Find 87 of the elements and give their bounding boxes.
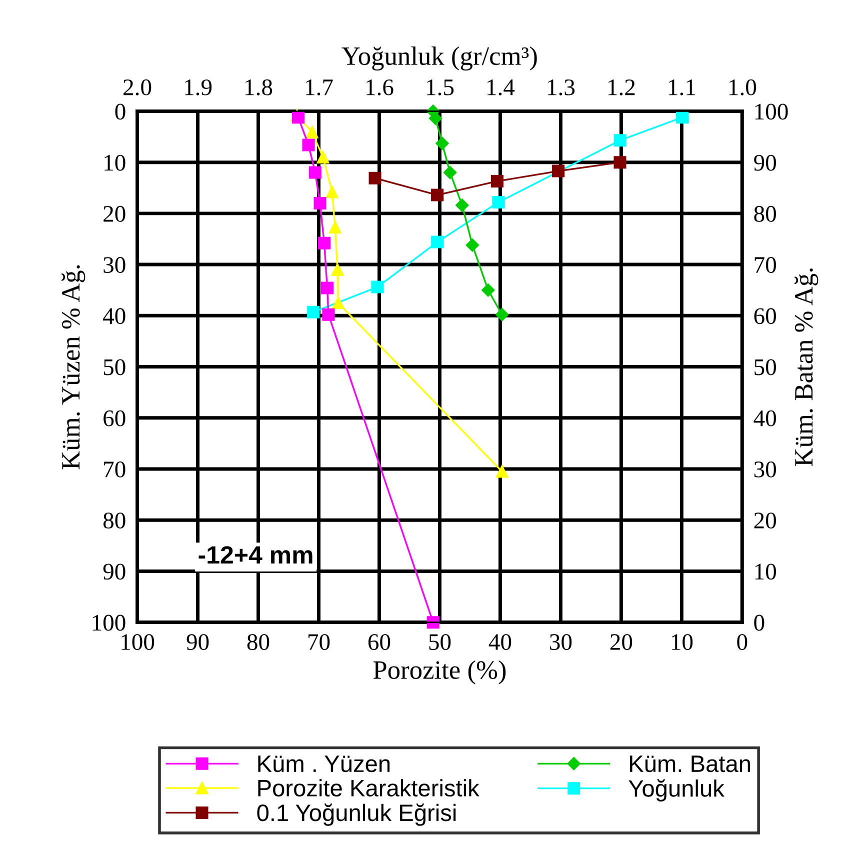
point [314,196,326,210]
x2-tick-label: 1.4 [488,79,515,96]
point [482,284,495,297]
point [490,174,504,188]
annotation: -12+4 mm [198,546,312,564]
point [332,296,344,310]
point [428,112,442,125]
point [318,236,330,250]
legend-label: 0.1 Yoğunluk Eğrisi [257,804,456,826]
x-tick-label: 70 [308,634,330,650]
point [492,196,505,208]
point [443,166,457,180]
y2-tick-label: 30 [754,461,776,478]
point [331,263,344,276]
x2-tick-label: 1.0 [729,79,756,96]
point [552,164,565,178]
point [436,136,449,150]
point [322,308,335,321]
point [320,282,334,294]
y2-tick-label: 90 [754,154,776,171]
point [292,111,304,124]
x-tick-label: 60 [368,634,390,650]
legend-label: Küm . Yüzen [258,756,390,772]
y2-tick-label: 100 [755,104,788,120]
y-tick-label: 20 [104,206,126,222]
point [614,134,626,147]
x2-tick-label: 1.9 [185,79,212,96]
x2-tick-label: 1.8 [246,79,272,96]
x-tick-label: 10 [672,634,693,650]
point [368,172,382,184]
point [307,306,320,318]
y2-axis-title: Küm. Batan % Ağ. [794,268,818,466]
point [495,308,509,322]
point [431,236,444,248]
x-tick-label: 100 [122,634,154,650]
y2-tick-label: 60 [754,308,776,324]
x-tick-label: 90 [186,634,209,650]
legend-label: Küm. Batan [630,756,750,772]
legend-label: Porozite Karakteristik [258,779,480,797]
point [676,111,689,124]
x2-tick-label: 1.7 [306,79,333,96]
point [308,166,322,179]
point [614,156,626,169]
y2-tick-label: 40 [754,410,776,426]
y2-tick-label: 50 [754,359,776,376]
point [302,138,315,152]
point [328,220,342,234]
y-tick-label: 100 [92,614,126,631]
point [371,280,384,294]
x2-axis-title: Yoğunluk (gr/cm³) [342,46,537,70]
point [306,126,318,138]
y-tick-label: 90 [103,564,126,580]
y2-tick-label: 10 [755,564,776,580]
y-tick-label: 50 [104,359,126,376]
y-tick-label: 0 [115,104,126,120]
x2-tick-label: 1.1 [669,79,696,96]
y-tick-label: 70 [104,461,126,478]
point [466,238,479,252]
legend-label: Yoğunluk [628,779,724,802]
y-tick-label: 60 [104,410,126,426]
x2-tick-label: 1.3 [548,79,575,96]
x-tick-label: 30 [550,634,572,650]
x2-tick-label: 1.6 [366,79,394,96]
y-tick-label: 30 [104,257,126,273]
x2-tick-label: 1.5 [427,79,454,96]
y2-tick-label: 0 [754,614,764,631]
y-axis-title: Küm. Yüzen % Ağ. [61,265,86,470]
point [326,186,338,198]
x-tick-label: 40 [488,634,512,650]
x2-tick-label: 2.0 [124,79,152,96]
x-tick-label: 0 [737,634,748,650]
x-tick-label: 20 [610,634,632,650]
y2-tick-label: 70 [754,257,776,273]
x-tick-label: 50 [429,634,451,650]
point [431,188,444,202]
point [456,198,469,212]
y-tick-label: 80 [103,512,126,529]
y-tick-label: 40 [103,308,126,324]
x-tick-label: 80 [247,634,270,650]
point [426,616,440,629]
x-axis-title: Porozite (%) [373,660,506,684]
y2-tick-label: 80 [754,206,776,222]
point [496,465,508,478]
x2-tick-label: 1.2 [608,79,635,96]
point [316,150,330,164]
y-tick-label: 10 [104,154,126,171]
y2-tick-label: 20 [754,512,776,529]
